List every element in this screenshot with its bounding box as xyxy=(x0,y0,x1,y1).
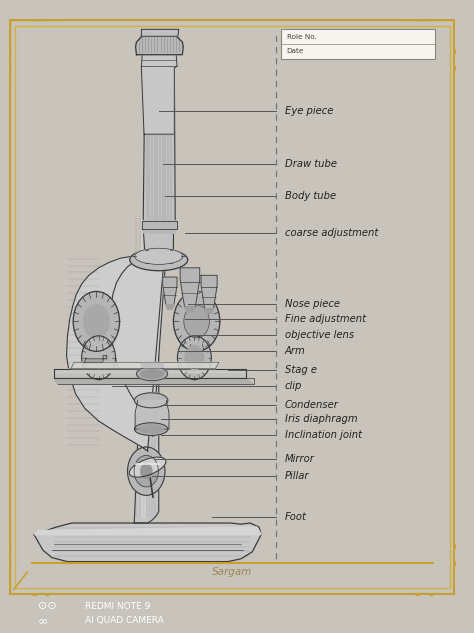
Text: Foot: Foot xyxy=(285,512,307,522)
Ellipse shape xyxy=(139,425,164,434)
Text: Condenser: Condenser xyxy=(285,400,339,410)
Text: clip: clip xyxy=(285,382,302,391)
Circle shape xyxy=(185,346,204,370)
Polygon shape xyxy=(141,363,163,368)
Circle shape xyxy=(128,447,165,496)
Text: Iris diaphragm: Iris diaphragm xyxy=(285,415,357,424)
Polygon shape xyxy=(184,307,195,311)
Polygon shape xyxy=(141,54,177,134)
Text: Sargam: Sargam xyxy=(212,567,253,577)
Polygon shape xyxy=(201,275,217,309)
Text: AI QUAD CAMERA: AI QUAD CAMERA xyxy=(85,616,164,625)
Polygon shape xyxy=(54,379,254,384)
Polygon shape xyxy=(134,206,159,523)
Circle shape xyxy=(134,456,158,487)
Polygon shape xyxy=(205,309,214,313)
Polygon shape xyxy=(166,304,174,310)
Ellipse shape xyxy=(137,367,168,380)
FancyBboxPatch shape xyxy=(281,29,435,60)
Text: Eye piece: Eye piece xyxy=(285,106,333,116)
Circle shape xyxy=(173,291,220,351)
Text: Pillar: Pillar xyxy=(285,472,310,481)
Ellipse shape xyxy=(141,369,163,379)
Text: objective lens: objective lens xyxy=(285,330,354,340)
Polygon shape xyxy=(163,277,177,304)
Polygon shape xyxy=(66,255,165,451)
Ellipse shape xyxy=(135,423,168,436)
Text: Fine adjustment: Fine adjustment xyxy=(285,313,366,323)
Polygon shape xyxy=(34,523,261,561)
Ellipse shape xyxy=(129,457,166,477)
Circle shape xyxy=(82,335,116,380)
Circle shape xyxy=(73,291,119,351)
Polygon shape xyxy=(54,369,246,379)
Polygon shape xyxy=(84,355,107,362)
Polygon shape xyxy=(136,35,183,54)
Circle shape xyxy=(177,335,211,380)
Polygon shape xyxy=(141,29,179,36)
Ellipse shape xyxy=(135,248,183,265)
Polygon shape xyxy=(71,362,219,368)
Text: ∞: ∞ xyxy=(38,614,48,627)
Text: Stag e: Stag e xyxy=(285,365,317,375)
Text: Role No.: Role No. xyxy=(287,34,316,41)
Circle shape xyxy=(83,305,109,338)
Polygon shape xyxy=(143,68,175,262)
Text: REDMI NOTE 9: REDMI NOTE 9 xyxy=(85,602,151,611)
Polygon shape xyxy=(180,268,200,307)
Text: coarse adjustment: coarse adjustment xyxy=(285,229,378,238)
Text: ⊙⊙: ⊙⊙ xyxy=(38,601,57,611)
Ellipse shape xyxy=(135,393,168,408)
Text: Body tube: Body tube xyxy=(285,191,336,201)
Polygon shape xyxy=(34,527,261,534)
Circle shape xyxy=(141,464,152,479)
Text: Inclination joint: Inclination joint xyxy=(285,430,362,440)
Text: Mirror: Mirror xyxy=(285,454,315,464)
Text: Nose piece: Nose piece xyxy=(285,299,340,308)
Text: Draw tube: Draw tube xyxy=(285,159,337,169)
Polygon shape xyxy=(142,221,176,234)
Polygon shape xyxy=(141,215,146,517)
Ellipse shape xyxy=(130,249,188,271)
Polygon shape xyxy=(135,400,169,429)
Polygon shape xyxy=(54,369,254,373)
Text: Date: Date xyxy=(287,48,304,54)
Text: Arm: Arm xyxy=(285,346,306,356)
Circle shape xyxy=(184,305,210,338)
